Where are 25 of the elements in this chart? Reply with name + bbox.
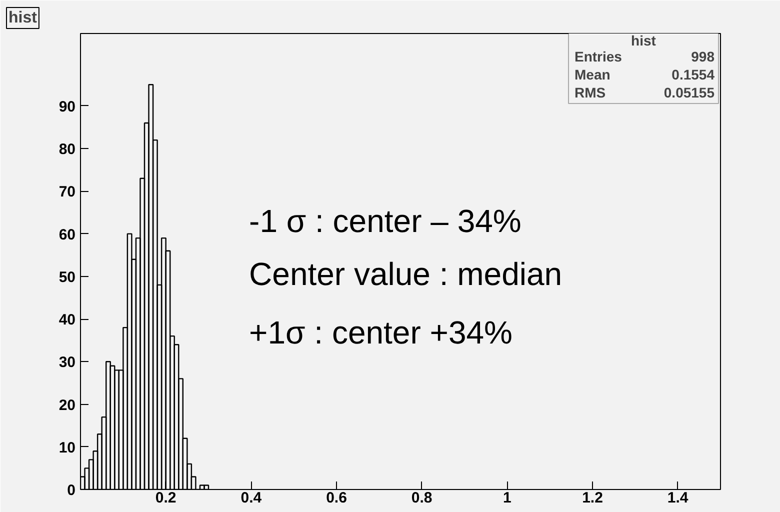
y-tick-label: 30	[58, 354, 76, 372]
chart-title: hist	[631, 32, 656, 48]
y-tick-label: 80	[58, 141, 76, 158]
y-tick-label: 40	[58, 312, 76, 329]
y-tick-label: 50	[58, 268, 76, 286]
x-tick-label: 0.4	[240, 490, 262, 506]
x-tick-label: 1.2	[582, 490, 603, 506]
x-tick-label: 1	[502, 490, 512, 506]
text: Entries 998	[574, 48, 714, 64]
annotation: Center value : median	[249, 256, 562, 292]
y-tick-label: 60	[58, 226, 76, 244]
annotation: +1σ : center +34%	[249, 314, 512, 351]
y-tick-label: 90	[58, 98, 76, 116]
x-tick-label: 0.8	[411, 490, 432, 506]
x-tick-label: 0.6	[326, 490, 347, 506]
y-tick-label: 20	[58, 396, 76, 414]
y-tick-label: 10	[58, 439, 76, 456]
text: Mean 0.1554	[574, 66, 715, 82]
annotation: -1 σ : center – 34%	[249, 203, 522, 240]
x-tick-label: 0.2	[155, 490, 176, 506]
y-tick-label: 0	[67, 482, 76, 499]
x-tick-label: 1.4	[667, 490, 689, 506]
chart-title: hist	[8, 10, 37, 26]
y-tick-label: 70	[58, 184, 76, 201]
text: RMS 0.05155	[574, 84, 715, 100]
